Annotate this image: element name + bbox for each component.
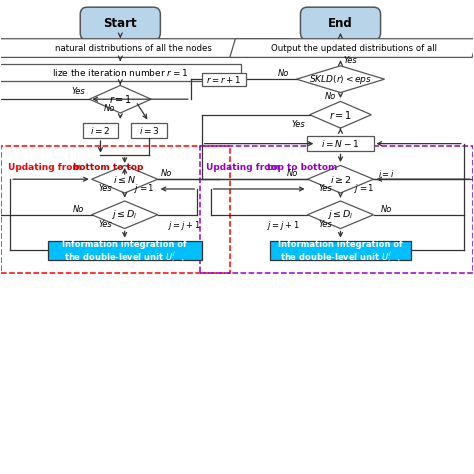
Bar xyxy=(270,241,411,260)
Bar xyxy=(1,146,230,273)
Text: Yes: Yes xyxy=(318,184,332,193)
Text: Yes: Yes xyxy=(318,220,332,229)
Text: Yes: Yes xyxy=(72,87,85,96)
Text: $j=1$: $j=1$ xyxy=(355,182,375,195)
Text: $i=3$: $i=3$ xyxy=(139,125,159,136)
Bar xyxy=(131,122,166,138)
Polygon shape xyxy=(90,85,151,113)
Text: $j=1$: $j=1$ xyxy=(134,182,155,195)
FancyBboxPatch shape xyxy=(80,7,160,40)
Text: No: No xyxy=(104,104,115,113)
Text: the double-level unit $U_{i-1}^{j}$: the double-level unit $U_{i-1}^{j}$ xyxy=(280,250,401,266)
Text: $i \leq N$: $i \leq N$ xyxy=(113,173,137,185)
Text: Updating from: Updating from xyxy=(8,163,85,172)
Text: No: No xyxy=(286,169,298,178)
Text: $i=N-1$: $i=N-1$ xyxy=(321,138,360,149)
Text: $j=j+1$: $j=j+1$ xyxy=(168,219,201,232)
Text: No: No xyxy=(381,205,392,214)
Text: $j \leq D_i$: $j \leq D_i$ xyxy=(327,208,354,221)
Text: bottom to top: bottom to top xyxy=(73,163,144,172)
Bar xyxy=(83,122,118,138)
Bar xyxy=(0,64,241,81)
Text: End: End xyxy=(328,17,353,30)
Text: the double-level unit $U_{i-1}^{j}$: the double-level unit $U_{i-1}^{j}$ xyxy=(64,250,185,266)
Bar xyxy=(308,136,374,151)
Polygon shape xyxy=(296,66,384,92)
Text: $SKLD(r)<eps$: $SKLD(r)<eps$ xyxy=(309,73,372,86)
Bar xyxy=(200,146,473,273)
FancyBboxPatch shape xyxy=(301,7,381,40)
Text: Yes: Yes xyxy=(98,184,112,193)
Polygon shape xyxy=(308,165,374,193)
Polygon shape xyxy=(91,165,158,193)
Text: $j=j+1$: $j=j+1$ xyxy=(267,219,300,232)
Text: No: No xyxy=(325,91,337,100)
Text: Information integration of: Information integration of xyxy=(62,240,187,249)
Text: natural distributions of all the nodes: natural distributions of all the nodes xyxy=(55,44,212,53)
Bar xyxy=(202,73,246,86)
Text: $i=i$: $i=i$ xyxy=(378,168,395,179)
Text: $r=1$: $r=1$ xyxy=(109,93,132,105)
Text: $r=1$: $r=1$ xyxy=(329,109,352,121)
Polygon shape xyxy=(310,101,371,128)
Text: $i=2$: $i=2$ xyxy=(91,125,110,136)
Text: $j \leq D_i$: $j \leq D_i$ xyxy=(111,208,138,221)
Bar xyxy=(47,241,202,260)
Text: $r=r+1$: $r=r+1$ xyxy=(206,73,241,85)
Text: top to bottom: top to bottom xyxy=(267,163,337,172)
Text: No: No xyxy=(161,169,172,178)
Text: lize the iteration number $r=1$: lize the iteration number $r=1$ xyxy=(52,67,189,78)
Text: No: No xyxy=(278,69,289,78)
Text: Start: Start xyxy=(103,17,137,30)
Polygon shape xyxy=(0,39,291,57)
Polygon shape xyxy=(230,39,474,57)
Text: Yes: Yes xyxy=(292,120,306,129)
Text: $i \geq 2$: $i \geq 2$ xyxy=(330,173,351,185)
Polygon shape xyxy=(91,201,158,228)
Text: Information integration of: Information integration of xyxy=(278,240,403,249)
Text: No: No xyxy=(73,205,84,214)
Text: Yes: Yes xyxy=(343,56,357,65)
Text: Output the updated distributions of all: Output the updated distributions of all xyxy=(271,44,437,53)
Text: Updating from: Updating from xyxy=(206,163,283,172)
Polygon shape xyxy=(308,201,374,228)
Text: Yes: Yes xyxy=(98,220,112,229)
